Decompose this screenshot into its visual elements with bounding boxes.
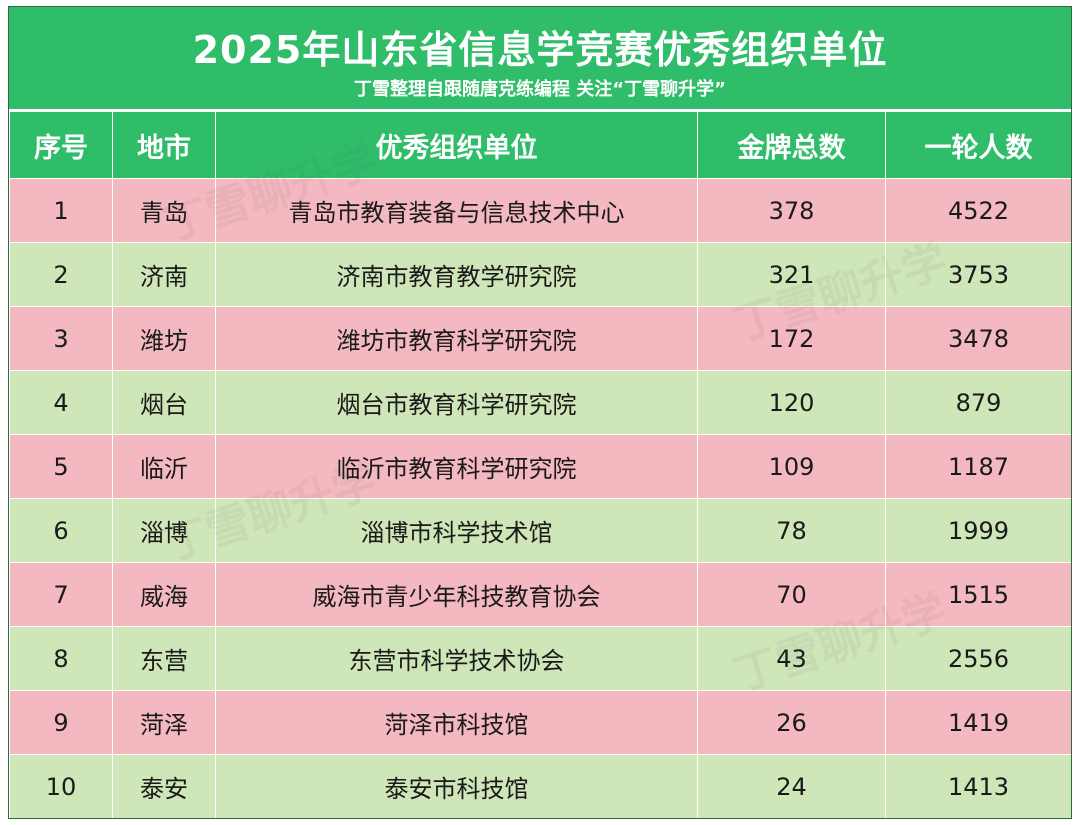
row-organization: 东营市科学技术协会 [215,626,698,691]
row-gold-medals: 70 [697,562,886,627]
row-index: 2 [9,242,113,307]
row-organization: 烟台市教育科学研究院 [215,370,698,435]
row-city: 泰安 [112,754,216,818]
row-round-one-count: 1419 [885,690,1071,755]
row-city: 威海 [112,562,216,627]
row-city: 济南 [112,242,216,307]
row-round-one-count: 1999 [885,498,1071,563]
row-round-one-count: 1187 [885,434,1071,499]
header-round-one-count: 一轮人数 [885,111,1071,179]
row-city: 临沂 [112,434,216,499]
title-block: 2025年山东省信息学竞赛优秀组织单位 丁雪整理自跟随唐克练编程 关注“丁雪聊升… [9,7,1071,111]
table-row: 10 泰安 泰安市科技馆 24 1413 [9,754,1071,818]
table-row: 8 东营 东营市科学技术协会 43 2556 [9,626,1071,691]
row-round-one-count: 2556 [885,626,1071,691]
page-subtitle: 丁雪整理自跟随唐克练编程 关注“丁雪聊升学” [354,79,726,100]
ranking-table-frame: 2025年山东省信息学竞赛优秀组织单位 丁雪整理自跟随唐克练编程 关注“丁雪聊升… [8,6,1072,819]
row-index: 3 [9,306,113,371]
organization-ranking-table: 序号 地市 优秀组织单位 金牌总数 一轮人数 1 青岛 青岛市教育装备与信息技术… [9,111,1071,818]
row-index: 8 [9,626,113,691]
table-row: 5 临沂 临沂市教育科学研究院 109 1187 [9,434,1071,499]
header-gold-medals: 金牌总数 [697,111,886,179]
table-row: 9 菏泽 菏泽市科技馆 26 1419 [9,690,1071,755]
row-organization: 淄博市科学技术馆 [215,498,698,563]
table-row: 1 青岛 青岛市教育装备与信息技术中心 378 4522 [9,178,1071,243]
row-city: 东营 [112,626,216,691]
row-index: 9 [9,690,113,755]
row-round-one-count: 3753 [885,242,1071,307]
row-organization: 临沂市教育科学研究院 [215,434,698,499]
row-gold-medals: 321 [697,242,886,307]
row-round-one-count: 1413 [885,754,1071,818]
row-round-one-count: 1515 [885,562,1071,627]
row-gold-medals: 109 [697,434,886,499]
row-city: 淄博 [112,498,216,563]
row-gold-medals: 78 [697,498,886,563]
row-organization: 威海市青少年科技教育协会 [215,562,698,627]
table-row: 4 烟台 烟台市教育科学研究院 120 879 [9,370,1071,435]
row-round-one-count: 879 [885,370,1071,435]
row-gold-medals: 24 [697,754,886,818]
row-index: 6 [9,498,113,563]
row-organization: 青岛市教育装备与信息技术中心 [215,178,698,243]
row-index: 1 [9,178,113,243]
row-organization: 菏泽市科技馆 [215,690,698,755]
row-round-one-count: 3478 [885,306,1071,371]
header-organization: 优秀组织单位 [215,111,698,179]
row-index: 10 [9,754,113,818]
row-gold-medals: 378 [697,178,886,243]
header-index: 序号 [9,111,113,179]
row-city: 菏泽 [112,690,216,755]
row-gold-medals: 120 [697,370,886,435]
row-index: 4 [9,370,113,435]
row-city: 青岛 [112,178,216,243]
header-city: 地市 [112,111,216,179]
row-index: 5 [9,434,113,499]
row-organization: 泰安市科技馆 [215,754,698,818]
row-gold-medals: 43 [697,626,886,691]
row-city: 烟台 [112,370,216,435]
row-index: 7 [9,562,113,627]
row-gold-medals: 172 [697,306,886,371]
table-row: 3 潍坊 潍坊市教育科学研究院 172 3478 [9,306,1071,371]
row-gold-medals: 26 [697,690,886,755]
page-title: 2025年山东省信息学竞赛优秀组织单位 [192,28,888,72]
row-city: 潍坊 [112,306,216,371]
row-organization: 潍坊市教育科学研究院 [215,306,698,371]
table-row: 2 济南 济南市教育教学研究院 321 3753 [9,242,1071,307]
row-organization: 济南市教育教学研究院 [215,242,698,307]
table-row: 7 威海 威海市青少年科技教育协会 70 1515 [9,562,1071,627]
table-row: 6 淄博 淄博市科学技术馆 78 1999 [9,498,1071,563]
row-round-one-count: 4522 [885,178,1071,243]
table-header-row: 序号 地市 优秀组织单位 金牌总数 一轮人数 [9,111,1071,179]
